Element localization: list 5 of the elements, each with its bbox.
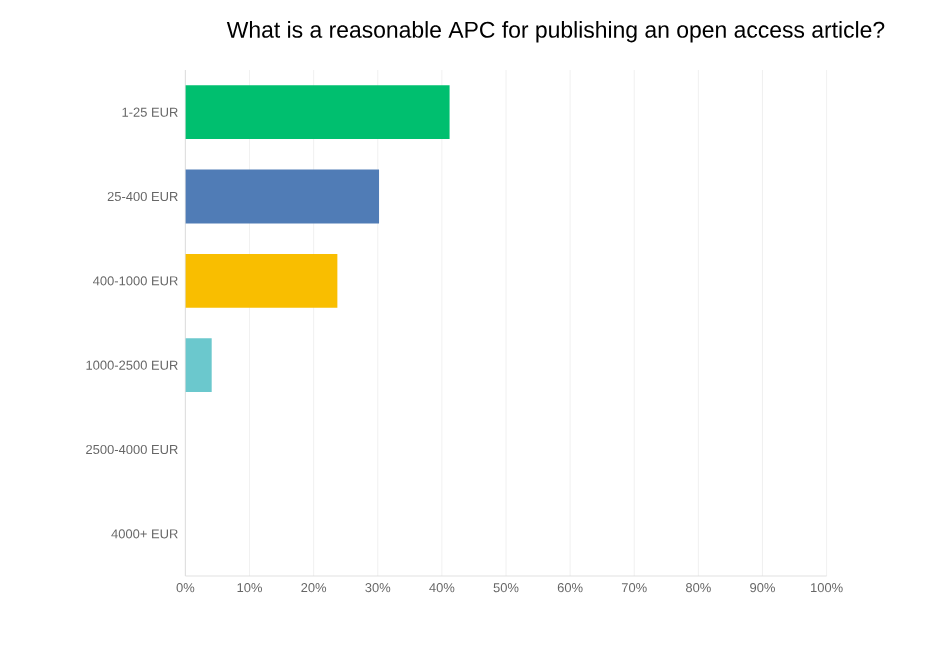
bar — [185, 338, 212, 393]
chart-title: What is a reasonable APC for publishing an open access article? — [226, 21, 885, 43]
bar — [185, 169, 380, 224]
bar — [185, 253, 338, 308]
bar — [185, 85, 450, 140]
